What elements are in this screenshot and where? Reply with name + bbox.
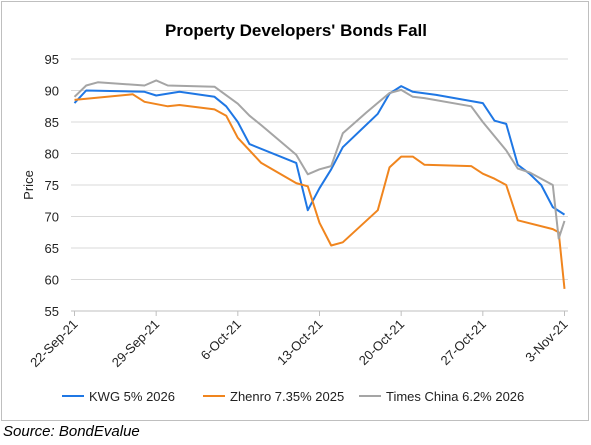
y-axis-ticks: 55 60 65 70 75 80 85 90 95 (45, 52, 59, 319)
x-tick-label: 3-Nov-21 (522, 317, 570, 365)
y-axis-label: Price (21, 170, 36, 200)
legend-label: Zhenro 7.35% 2025 (230, 389, 344, 404)
gridlines (71, 58, 568, 280)
y-tick-label: 85 (45, 115, 59, 130)
y-tick-label: 70 (45, 210, 59, 225)
y-tick-label: 60 (45, 273, 59, 288)
x-tick-label: 20-Oct-21 (356, 317, 407, 368)
x-axis-ticks: 22-Sep-21 29-Sep-21 6-Oct-21 13-Oct-21 20-Oc… (27, 311, 571, 370)
source-note: Source: BondEvalue (3, 423, 140, 440)
y-tick-label: 55 (45, 304, 59, 319)
series-line (73, 85, 566, 216)
legend-label: KWG 5% 2026 (89, 389, 175, 404)
chart-title: Property Developers' Bonds Fall (165, 21, 427, 40)
x-tick-label: 13-Oct-21 (274, 317, 325, 368)
x-tick-label: 27-Oct-21 (437, 317, 488, 368)
x-tick-label: 6-Oct-21 (198, 317, 244, 363)
plot-lines (73, 79, 566, 290)
y-tick-label: 80 (45, 147, 59, 162)
y-tick-label: 95 (45, 52, 59, 67)
chart-frame: Property Developers' Bonds Fall 55 60 65 70… (1, 1, 589, 421)
chart-svg: Property Developers' Bonds Fall 55 60 65 70… (21, 21, 571, 404)
x-tick-label: 22-Sep-21 (27, 317, 81, 371)
series-line (74, 93, 566, 290)
y-tick-label: 75 (45, 178, 59, 193)
legend-label: Times China 6.2% 2026 (386, 389, 524, 404)
y-tick-label: 90 (45, 84, 59, 99)
series-line (73, 79, 566, 240)
y-tick-label: 65 (45, 241, 59, 256)
legend: KWG 5% 2026 Zhenro 7.35% 2025 Times China … (62, 389, 524, 404)
x-tick-label: 29-Sep-21 (109, 317, 163, 371)
